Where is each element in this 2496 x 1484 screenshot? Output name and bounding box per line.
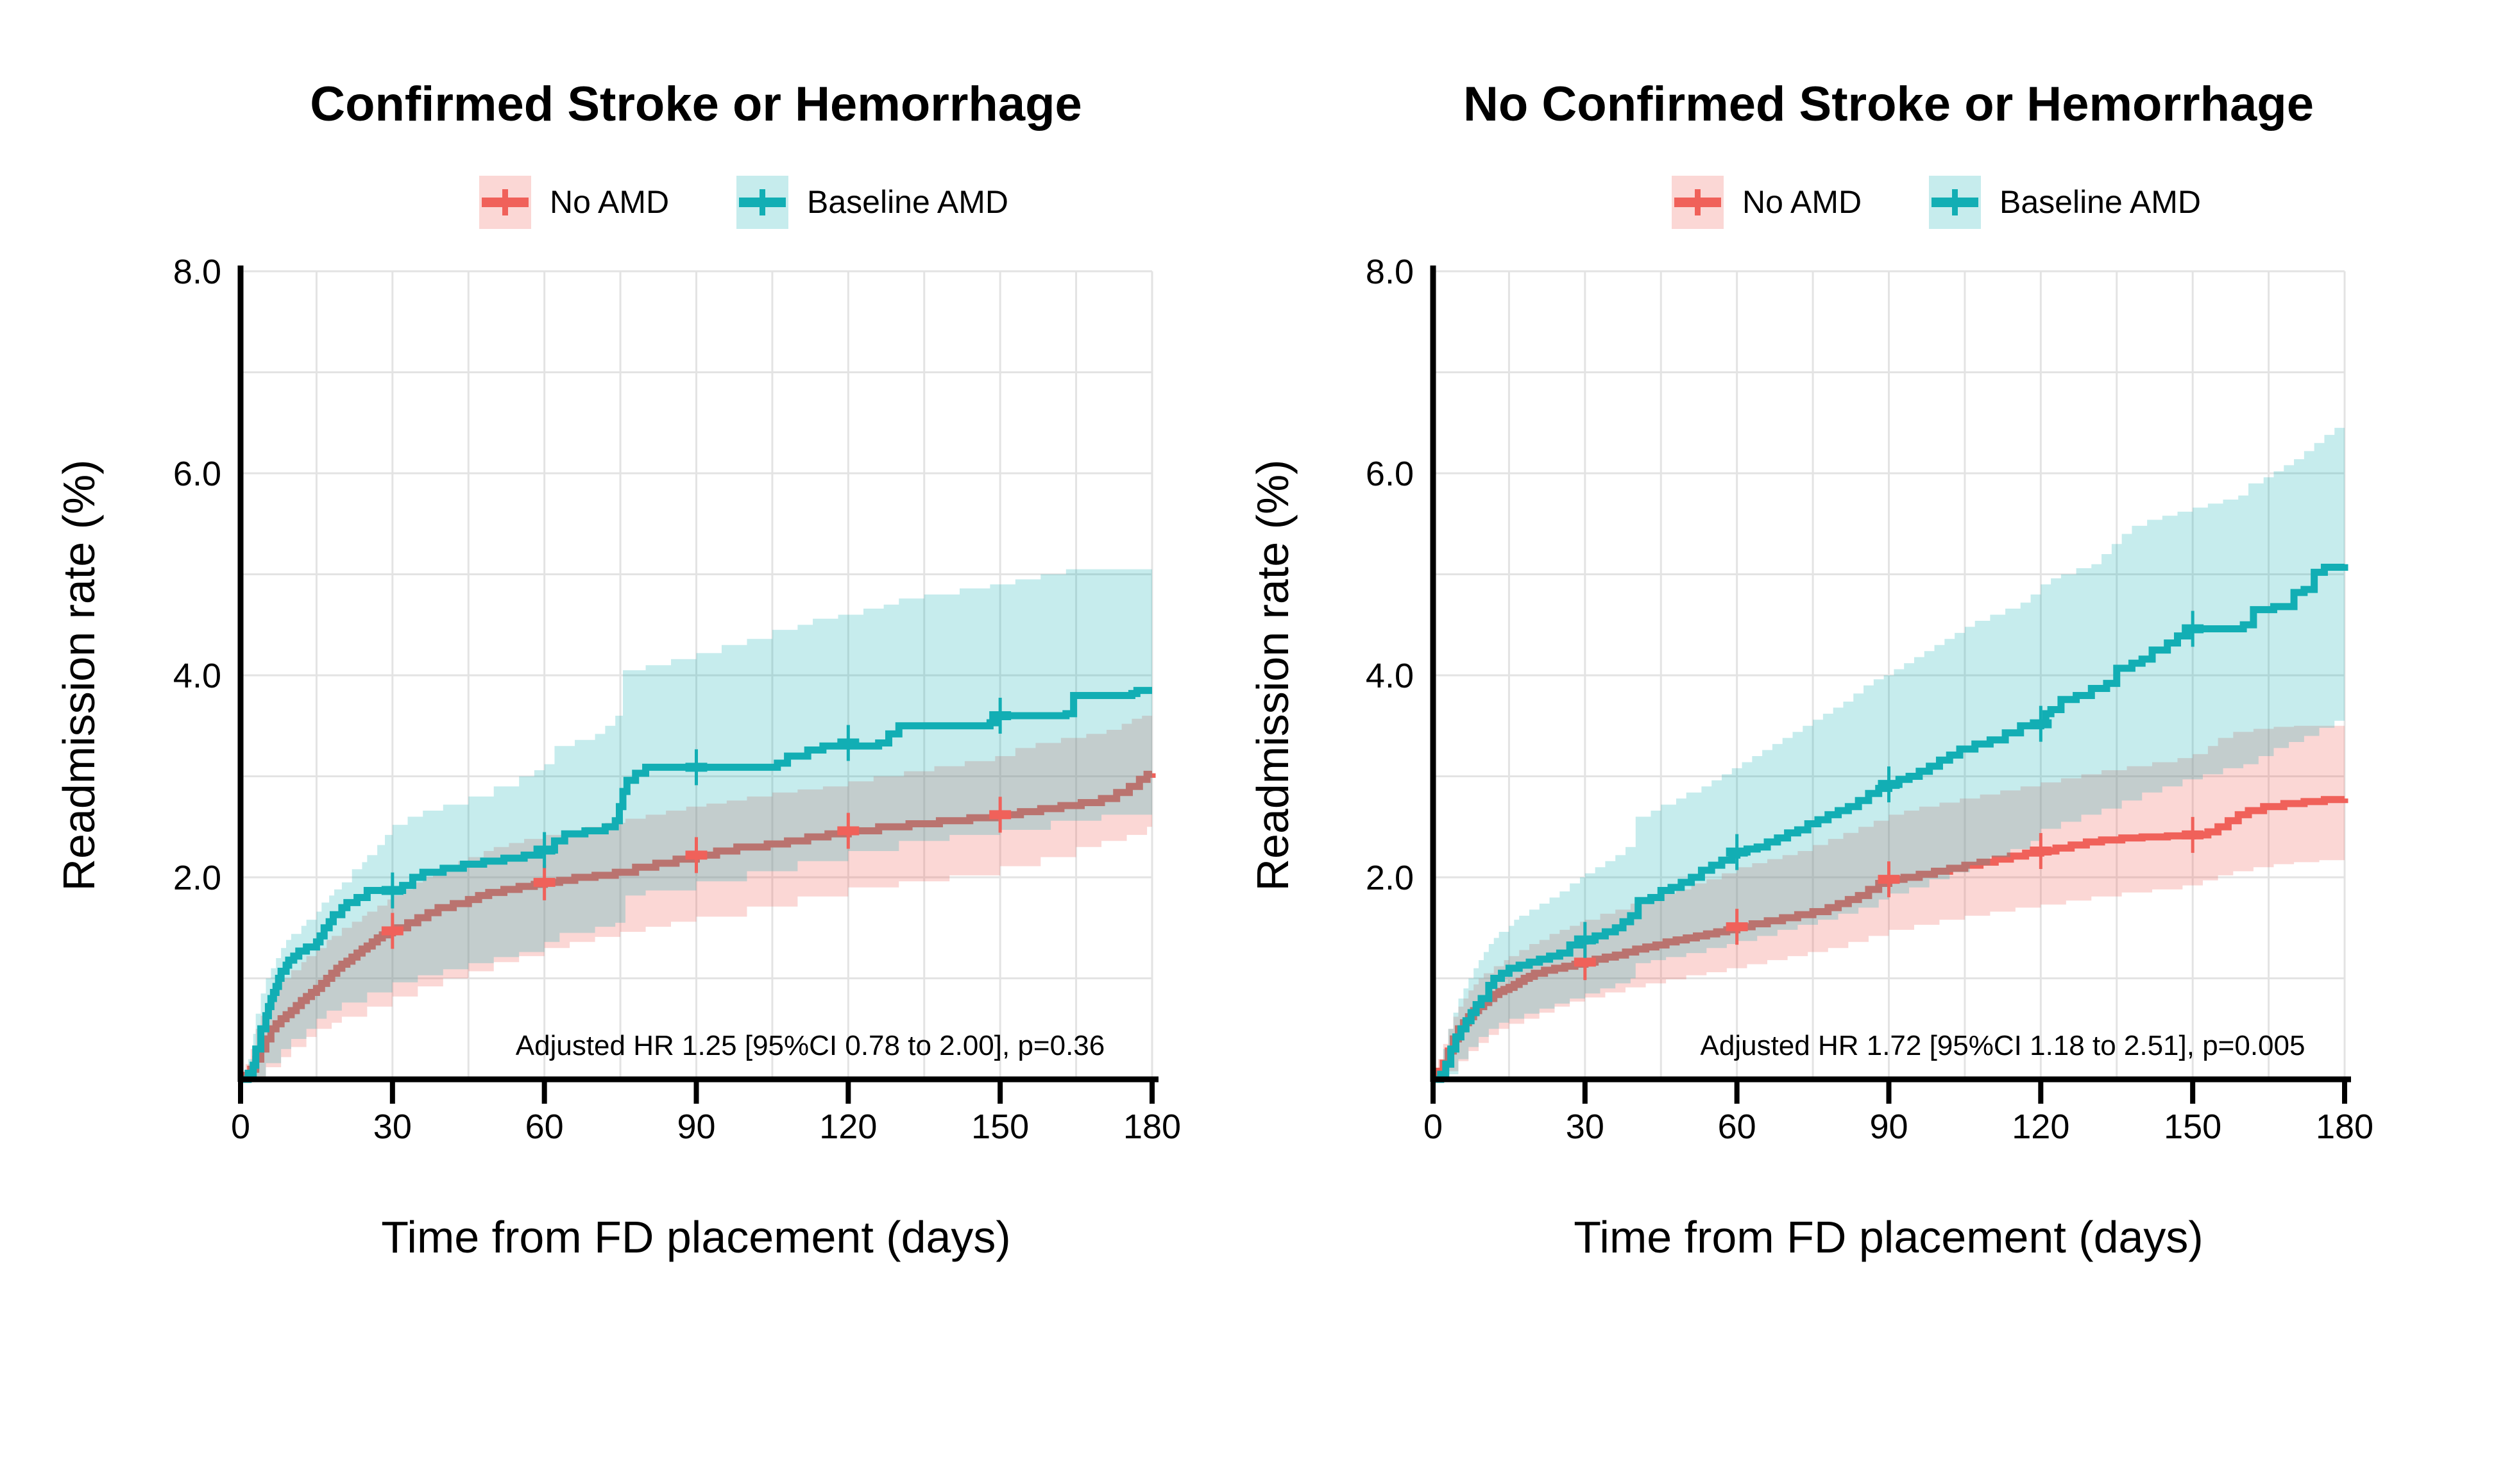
panel-left: Confirmed Stroke or Hemorrhage Adjusted … — [54, 77, 1105, 1262]
x-tick-label: 180 — [1123, 1108, 1181, 1146]
y-tick-label: 8.0 — [1366, 253, 1414, 291]
legend-cross-baseline-amd-icon — [760, 189, 765, 215]
legend: No AMD Baseline AMD — [1672, 176, 2201, 229]
hr-annotation: Adjusted HR 1.25 [95%CI 0.78 to 2.00], p… — [516, 1030, 1105, 1061]
no-amd-censor-marks — [381, 797, 1012, 949]
legend-cross-no-amd-icon — [1695, 189, 1701, 215]
x-tick-label: 30 — [1566, 1108, 1604, 1146]
legend-cross-baseline-amd-icon — [1952, 189, 1958, 215]
x-tick-labels: 0 30 60 90 120 150 180 — [231, 1108, 1181, 1146]
legend: No AMD Baseline AMD — [479, 176, 1008, 229]
y-axis-title: Readmission rate (%) — [54, 460, 104, 891]
y-tick-label: 2.0 — [173, 859, 221, 897]
y-tick-label: 4.0 — [173, 657, 221, 695]
no-amd-confidence-band — [241, 713, 1152, 1079]
x-tick-label: 120 — [2012, 1108, 2069, 1146]
no-amd-confidence-band — [1433, 725, 2345, 1079]
legend-label-no-amd: No AMD — [1742, 184, 1862, 220]
baseline-amd-censor-marks — [1574, 611, 2204, 958]
chart-title: No Confirmed Stroke or Hemorrhage — [1463, 77, 2314, 131]
baseline-amd-curve — [1433, 563, 2348, 1083]
legend-label-baseline-amd: Baseline AMD — [1999, 184, 2201, 220]
no-amd-curve — [241, 770, 1156, 1083]
y-axis-title: Readmission rate (%) — [1248, 460, 1298, 891]
baseline-amd-curve — [241, 687, 1152, 1083]
x-tick-labels: 0 30 60 90 120 150 180 — [1423, 1108, 2373, 1146]
legend-label-no-amd: No AMD — [550, 184, 669, 220]
baseline-amd-censor-marks — [381, 698, 1012, 909]
y-tick-label: 2.0 — [1366, 859, 1414, 897]
baseline-amd-confidence-band — [241, 568, 1152, 1079]
legend-cross-no-amd-icon — [502, 189, 508, 215]
y-tick-label: 6.0 — [173, 455, 221, 493]
x-axis-title: Time from FD placement (days) — [1574, 1212, 2203, 1262]
x-axis-ticks — [1431, 1082, 2347, 1104]
baseline-amd-confidence-band — [1433, 423, 2345, 1079]
x-axis-ticks — [238, 1082, 1155, 1104]
legend-label-baseline-amd: Baseline AMD — [807, 184, 1008, 220]
x-tick-label: 150 — [2164, 1108, 2221, 1146]
x-tick-label: 90 — [677, 1108, 715, 1146]
x-tick-label: 60 — [1718, 1108, 1756, 1146]
chart-title: Confirmed Stroke or Hemorrhage — [310, 77, 1082, 131]
x-axis-title: Time from FD placement (days) — [381, 1212, 1011, 1262]
hr-annotation: Adjusted HR 1.72 [95%CI 1.18 to 2.51], p… — [1701, 1030, 2305, 1061]
panel-right: No Confirmed Stroke or Hemorrhage Adjust… — [1248, 77, 2314, 1262]
x-tick-label: 180 — [2316, 1108, 2373, 1146]
x-tick-label: 0 — [231, 1108, 250, 1146]
x-tick-label: 30 — [373, 1108, 412, 1146]
panel-left-graphics: 0 30 60 90 120 150 180 2.0 4.0 6.0 8.0 — [173, 253, 1181, 1146]
y-tick-labels: 2.0 4.0 6.0 8.0 — [1366, 253, 1414, 897]
x-tick-label: 120 — [819, 1108, 877, 1146]
y-tick-label: 4.0 — [1366, 657, 1414, 695]
y-tick-label: 8.0 — [173, 253, 221, 291]
panel-right-graphics: 0 30 60 90 120 150 180 2.0 4.0 6.0 8.0 — [1366, 253, 2373, 1146]
y-tick-label: 6.0 — [1366, 455, 1414, 493]
y-tick-labels: 2.0 4.0 6.0 8.0 — [173, 253, 221, 897]
gridlines — [241, 270, 1153, 1079]
x-tick-label: 60 — [525, 1108, 564, 1146]
x-tick-label: 90 — [1869, 1108, 1908, 1146]
x-tick-label: 0 — [1423, 1108, 1443, 1146]
x-tick-label: 150 — [971, 1108, 1029, 1146]
no-amd-censor-marks — [1574, 816, 2204, 981]
